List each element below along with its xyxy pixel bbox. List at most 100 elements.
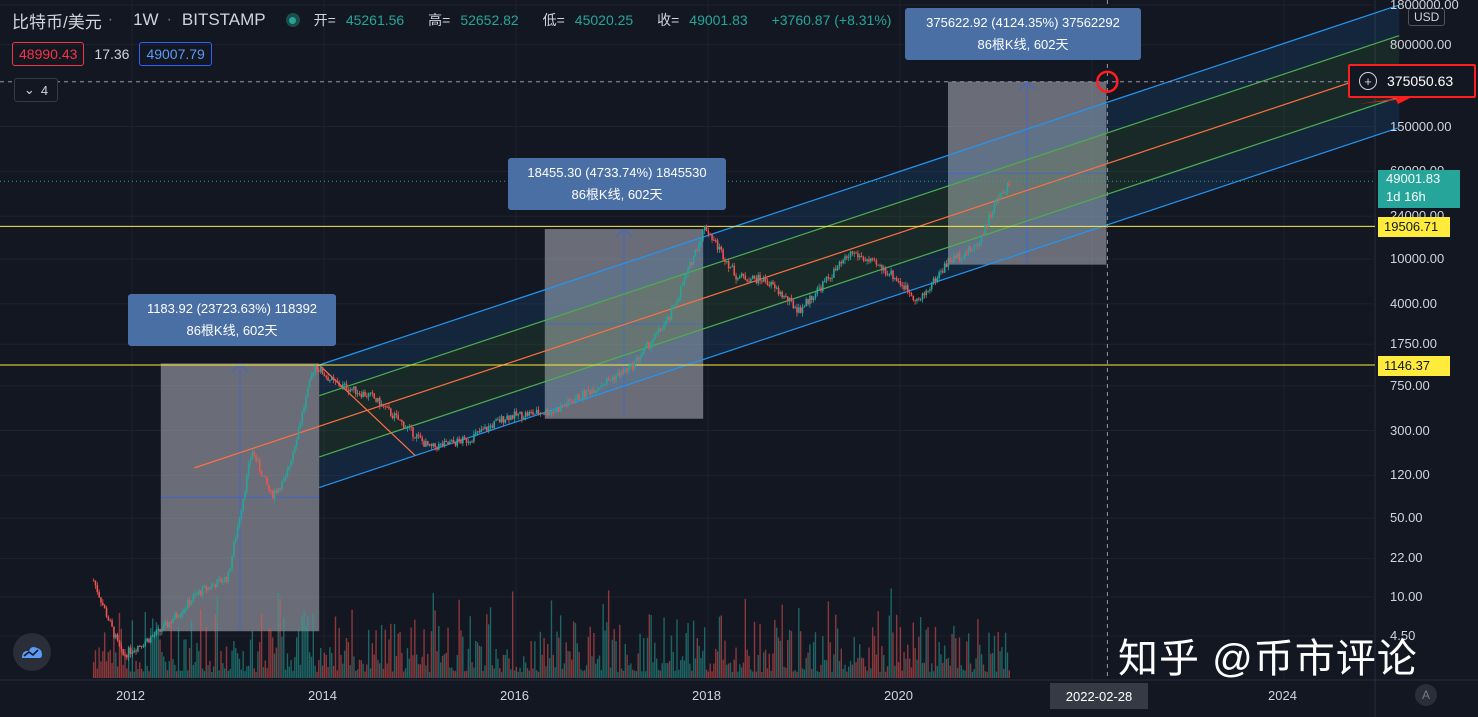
candle-body bbox=[498, 419, 501, 423]
currency-button[interactable]: USD bbox=[1408, 8, 1446, 26]
candle-body bbox=[336, 381, 339, 383]
buy-button[interactable]: 49007.79 bbox=[139, 42, 212, 66]
volume-bar bbox=[842, 668, 844, 678]
volume-bar bbox=[218, 670, 220, 678]
volume-bar bbox=[652, 662, 654, 678]
candle-body bbox=[903, 285, 905, 290]
candle-body bbox=[238, 519, 241, 527]
volume-bar bbox=[914, 647, 916, 678]
volume-bar bbox=[1006, 652, 1009, 678]
candle-body bbox=[871, 258, 874, 260]
candle-body bbox=[733, 265, 736, 276]
volume-bar bbox=[997, 632, 999, 678]
volume-bar bbox=[681, 656, 684, 678]
candle-body bbox=[779, 291, 782, 295]
candle-body bbox=[707, 230, 710, 235]
time-tick-label: 2014 bbox=[308, 688, 337, 703]
candle-body bbox=[690, 261, 693, 266]
volume-bar bbox=[582, 670, 584, 678]
tradingview-logo-icon[interactable] bbox=[13, 633, 51, 671]
volume-bar bbox=[419, 664, 422, 678]
volume-bar bbox=[556, 631, 558, 678]
time-tick-label: 2012 bbox=[116, 688, 145, 703]
volume-bar bbox=[528, 670, 530, 678]
symbol-name[interactable]: 比特币/美元 bbox=[12, 12, 102, 32]
candle-body bbox=[329, 379, 331, 381]
candle-body bbox=[615, 375, 617, 381]
candle-body bbox=[384, 405, 387, 407]
candle-body bbox=[703, 225, 706, 231]
volume-bar bbox=[266, 668, 268, 678]
candle-body bbox=[962, 257, 964, 259]
candle-body bbox=[502, 416, 505, 423]
sell-button[interactable]: 48990.43 bbox=[12, 42, 85, 66]
volume-bar bbox=[716, 651, 719, 678]
volume-bar bbox=[451, 667, 453, 678]
volume-bar bbox=[744, 598, 746, 678]
volume-bar bbox=[993, 635, 996, 678]
time-tick-label: 2020 bbox=[884, 688, 913, 703]
volume-bar bbox=[698, 645, 700, 678]
candle-body bbox=[382, 403, 385, 406]
volume-bar bbox=[796, 671, 798, 678]
volume-bar bbox=[613, 629, 615, 678]
volume-bar bbox=[823, 659, 826, 678]
candle-body bbox=[912, 295, 915, 301]
volume-bar bbox=[962, 669, 964, 678]
volume-bar bbox=[513, 670, 516, 678]
candle-body bbox=[334, 379, 337, 382]
candle-body bbox=[92, 580, 95, 582]
candle-body bbox=[471, 441, 473, 443]
candle-body bbox=[166, 621, 169, 627]
candle-body bbox=[122, 648, 124, 655]
candle-body bbox=[799, 307, 802, 313]
volume-bar bbox=[859, 644, 861, 678]
candle-body bbox=[210, 584, 213, 589]
candle-body bbox=[301, 412, 304, 424]
candle-body bbox=[930, 283, 933, 290]
volume-bar bbox=[713, 663, 715, 678]
volume-bar bbox=[790, 631, 793, 678]
candle-body bbox=[766, 280, 769, 285]
volume-bar bbox=[421, 656, 423, 678]
volume-bar bbox=[196, 642, 198, 678]
volume-bar bbox=[395, 656, 398, 678]
volume-bar bbox=[412, 655, 414, 678]
candle-body bbox=[157, 629, 160, 631]
candle-body bbox=[626, 368, 628, 372]
candle-body bbox=[504, 419, 507, 423]
candle-body bbox=[135, 650, 137, 652]
volume-bar bbox=[480, 646, 482, 678]
candle-body bbox=[755, 277, 758, 284]
volume-bar bbox=[235, 648, 237, 678]
volume-bar bbox=[537, 671, 540, 678]
timeframe[interactable]: 1W bbox=[133, 10, 159, 29]
volume-bar bbox=[469, 616, 471, 678]
volume-bar bbox=[694, 658, 697, 678]
volume-bar bbox=[181, 670, 183, 678]
candle-body bbox=[366, 396, 368, 398]
auto-scale-button[interactable]: A bbox=[1415, 684, 1437, 706]
measure-callout-2: 18455.30 (4733.74%) 1845530 86根K线, 602天 bbox=[508, 158, 726, 210]
candle-body bbox=[321, 367, 324, 375]
indicators-toggle[interactable]: ⌄ 4 bbox=[14, 78, 58, 102]
volume-bar bbox=[279, 598, 281, 678]
volume-bar bbox=[960, 665, 962, 678]
volume-bar bbox=[624, 643, 626, 678]
volume-bar bbox=[775, 627, 778, 678]
candle-body bbox=[323, 374, 326, 377]
candle-body bbox=[236, 526, 239, 539]
volume-bar bbox=[550, 600, 553, 678]
candle-body bbox=[774, 284, 776, 288]
volume-bar bbox=[406, 648, 409, 678]
volume-bar bbox=[476, 642, 479, 678]
volume-bar bbox=[766, 668, 769, 678]
candle-body bbox=[545, 409, 547, 415]
volume-bar bbox=[816, 671, 818, 678]
add-alert-icon[interactable]: + bbox=[1359, 72, 1377, 90]
volume-bar bbox=[456, 655, 458, 678]
candle-body bbox=[308, 380, 311, 388]
candle-body bbox=[199, 590, 202, 596]
candle-body bbox=[884, 267, 887, 275]
